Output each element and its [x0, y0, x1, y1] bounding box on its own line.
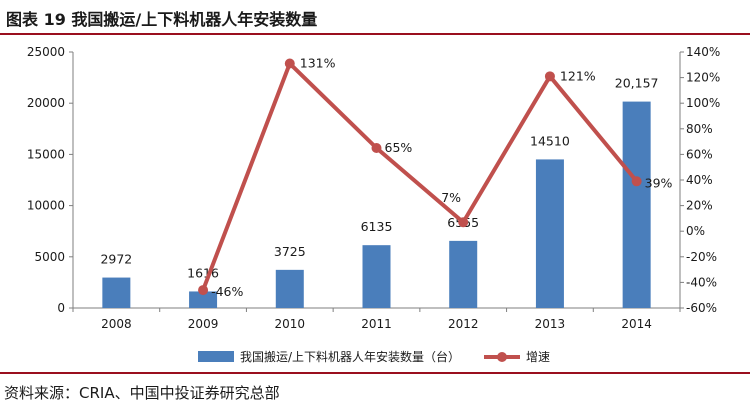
legend-bar-swatch — [198, 351, 234, 362]
left-axis-tick-label: 0 — [57, 301, 65, 315]
growth-line — [201, 61, 639, 291]
x-axis-tick-label: 2009 — [188, 317, 219, 331]
growth-data-label: -46% — [211, 284, 243, 299]
source-bar: 资料来源：CRIA、中国中投证券研究总部 — [0, 372, 750, 409]
growth-point — [371, 143, 382, 153]
right-axis-tick-label: -60% — [686, 301, 717, 315]
right-axis-tick-label: 60% — [686, 147, 713, 161]
bar — [449, 240, 478, 308]
bar-data-label: 2972 — [100, 252, 132, 267]
growth-data-label: 121% — [560, 68, 596, 83]
bar — [189, 291, 218, 308]
left-axis-tick-label: 15000 — [27, 147, 65, 161]
right-axis-tick-label: -20% — [686, 250, 717, 264]
bar-data-label: 14510 — [530, 133, 570, 148]
growth-point — [631, 176, 642, 187]
bar — [535, 159, 564, 308]
right-axis-tick-label: -40% — [686, 275, 717, 289]
x-axis-tick-label: 2012 — [448, 317, 479, 331]
growth-point — [458, 217, 469, 228]
bar — [622, 101, 651, 309]
left-axis-tick-label: 20000 — [27, 96, 65, 110]
bar-data-label: 6135 — [361, 219, 393, 234]
bar-data-label: 20,157 — [615, 76, 659, 91]
chart: 0 5000 10000 15000 20000 25000 -60% -40% -20% 0% 2… — [27, 45, 721, 364]
legend-line-label: 增速 — [526, 350, 550, 364]
left-axis-tick-label: 25000 — [27, 45, 65, 59]
right-axis-tick-label: 0% — [686, 224, 705, 238]
growth-point — [198, 285, 209, 296]
source-note: 资料来源：CRIA、中国中投证券研究总部 — [4, 384, 280, 402]
growth-point — [544, 71, 555, 82]
left-axis-tick-label: 5000 — [34, 250, 65, 264]
bar — [102, 277, 131, 308]
x-axis-tick-label: 2008 — [101, 317, 132, 331]
right-axis-tick-label: 100% — [686, 96, 720, 110]
growth-data-label: 131% — [300, 56, 336, 71]
chart-title: 图表 19 我国搬运/上下料机器人年安装数量 — [6, 10, 318, 29]
bar-data-label: 3725 — [274, 244, 306, 259]
right-axis-tick-label: 80% — [686, 122, 713, 136]
legend-line-marker — [497, 352, 507, 362]
left-axis-tick-label: 10000 — [27, 199, 65, 213]
right-axis-tick-label: 140% — [686, 45, 720, 59]
right-axis-tick-label: 20% — [686, 199, 713, 213]
bar — [362, 245, 391, 308]
growth-data-label: 7% — [441, 190, 461, 205]
growth-data-label: 39% — [645, 175, 673, 190]
x-axis-tick-label: 2010 — [275, 317, 306, 331]
right-axis-tick-label: 40% — [686, 173, 713, 187]
title-bar: 图表 19 我国搬运/上下料机器人年安装数量 — [0, 0, 750, 35]
growth-point — [284, 58, 295, 69]
right-axis-tick-label: 120% — [686, 71, 720, 85]
x-axis-tick-label: 2014 — [621, 317, 652, 331]
bar — [275, 269, 304, 308]
legend-bar-label: 我国搬运/上下料机器人年安装数量（台） — [240, 349, 460, 364]
x-axis-tick-label: 2011 — [361, 317, 392, 331]
x-axis-tick-label: 2013 — [535, 317, 566, 331]
growth-data-label: 65% — [385, 140, 413, 155]
bar-data-label: 1616 — [187, 265, 219, 280]
